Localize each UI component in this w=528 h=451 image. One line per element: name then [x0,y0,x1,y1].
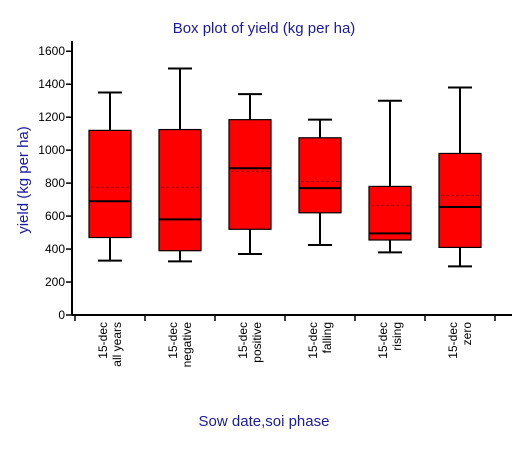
y-tick-label: 1600 [38,44,65,58]
y-tick-label: 1200 [38,110,65,124]
y-tick-label: 200 [45,275,65,289]
category-label-line1: 15-dec [376,322,390,359]
category-label-line1: 15-dec [306,322,320,359]
iqr-box [298,137,342,214]
category-label-line1: 15-dec [236,322,250,359]
category-label-line2: rising [390,322,404,351]
category-label-line1: 15-dec [446,322,460,359]
category-label-line1: 15-dec [96,322,110,359]
iqr-box [158,128,202,252]
y-tick-label: 800 [45,176,65,190]
y-axis-title: yield (kg per ha) [15,126,32,234]
category-label-line2: falling [320,322,334,353]
category-label-line1: 15-dec [166,322,180,359]
y-tick-label: 600 [45,209,65,223]
y-tick-label: 0 [58,308,65,322]
category-label-line2: all years [110,322,124,367]
iqr-box [88,129,132,239]
iqr-box [438,152,482,249]
x-axis-title: Sow date,soi phase [199,413,330,430]
iqr-box [228,119,272,230]
chart-title: Box plot of yield (kg per ha) [173,20,356,37]
y-tick-label: 1400 [38,77,65,91]
iqr-box [368,185,412,241]
category-label-line2: positive [250,322,264,363]
y-tick-label: 400 [45,242,65,256]
category-label-line2: negative [180,322,194,368]
category-label-line2: zero [460,322,474,346]
y-tick-label: 1000 [38,143,65,157]
